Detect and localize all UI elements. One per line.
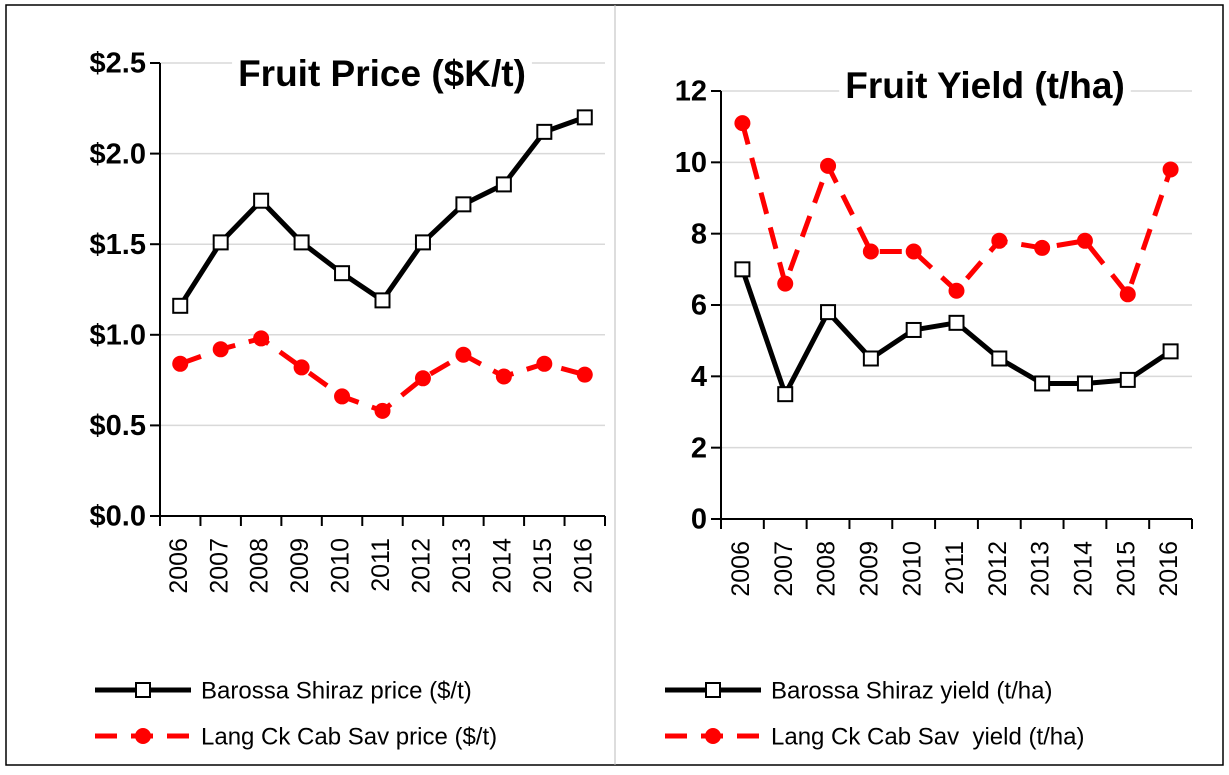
y-tick-label: $1.5: [90, 229, 146, 261]
x-tick-label: 2007: [770, 541, 798, 597]
legend-label: Barossa Shiraz price ($/t): [201, 677, 472, 704]
title-background: [839, 64, 1131, 106]
legend-label: Barossa Shiraz yield (t/ha): [771, 677, 1052, 704]
marker: [1076, 232, 1093, 249]
y-tick-label: 6: [691, 290, 707, 322]
y-tick-label: 8: [691, 218, 707, 250]
y-tick-label: 2: [691, 432, 707, 464]
marker: [905, 243, 922, 260]
marker: [293, 234, 310, 251]
marker: [455, 196, 472, 213]
chart-title: Fruit Price ($K/t): [238, 53, 526, 94]
marker: [576, 366, 593, 383]
marker: [991, 350, 1008, 367]
x-tick-label: 2006: [727, 541, 755, 597]
x-tick-label: 2010: [898, 541, 926, 597]
x-tick-label: 2011: [941, 541, 969, 595]
chart-title: Fruit Yield (t/ha): [845, 65, 1125, 106]
marker: [1076, 375, 1093, 392]
marker: [374, 292, 391, 309]
marker: [212, 234, 229, 251]
marker: [293, 359, 310, 376]
marker: [495, 368, 512, 385]
marker: [820, 157, 837, 174]
marker: [991, 232, 1008, 249]
marker: [1162, 343, 1179, 360]
x-tick-label: 2013: [1027, 541, 1055, 597]
x-tick-label: 2008: [246, 538, 274, 594]
legend-marker: [705, 682, 721, 698]
y-tick-label: 4: [691, 361, 707, 393]
x-tick-label: 2009: [855, 541, 883, 597]
x-tick-label: 2007: [205, 538, 233, 594]
marker: [777, 275, 794, 292]
title-background: [232, 52, 532, 94]
y-tick-label: $1.0: [90, 319, 146, 351]
marker: [172, 297, 189, 314]
marker: [1034, 239, 1051, 256]
x-tick-label: 2015: [529, 538, 557, 594]
series-line: [739, 122, 1173, 297]
marker: [1119, 286, 1136, 303]
legend-marker: [705, 728, 721, 744]
legend-label: Lang Ck Cab Sav yield (t/ha): [771, 723, 1085, 750]
x-tick-label: 2006: [165, 538, 193, 594]
x-tick-label: 2016: [1155, 541, 1183, 597]
y-tick-label: 0: [691, 504, 707, 536]
marker: [334, 265, 351, 282]
marker: [536, 355, 553, 372]
marker: [820, 304, 837, 321]
marker: [536, 123, 553, 140]
y-tick-label: 10: [675, 147, 707, 179]
y-tick-label: $2.0: [90, 138, 146, 170]
series-line: [178, 115, 586, 308]
y-tick-label: $0.5: [90, 410, 146, 442]
marker: [495, 176, 512, 193]
x-tick-label: 2008: [813, 541, 841, 597]
marker: [1119, 371, 1136, 388]
x-tick-label: 2014: [488, 538, 516, 594]
marker: [734, 115, 751, 132]
marker: [455, 346, 472, 363]
marker: [172, 355, 189, 372]
y-tick-label: 12: [675, 76, 707, 108]
marker: [414, 234, 431, 251]
x-tick-label: 2014: [1070, 541, 1098, 597]
marker: [734, 261, 751, 278]
marker: [253, 330, 270, 347]
x-tick-label: 2009: [286, 538, 314, 594]
legend-label: Lang Ck Cab Sav price ($/t): [201, 723, 497, 750]
y-tick-label: $0.0: [90, 501, 146, 533]
x-tick-label: 2013: [448, 538, 476, 594]
marker: [948, 282, 965, 299]
marker: [576, 109, 593, 126]
marker: [905, 321, 922, 338]
y-tick-label: $2.5: [90, 48, 146, 80]
marker: [948, 314, 965, 331]
x-tick-label: 2012: [408, 538, 436, 594]
legend-marker: [135, 682, 151, 698]
x-tick-label: 2011: [367, 538, 395, 592]
marker: [862, 243, 879, 260]
x-tick-label: 2015: [1112, 541, 1140, 597]
x-tick-label: 2012: [984, 541, 1012, 597]
marker: [334, 388, 351, 405]
marker: [862, 350, 879, 367]
marker: [212, 341, 229, 358]
marker: [414, 370, 431, 387]
legend-marker: [135, 728, 151, 744]
series-line: [179, 335, 586, 414]
marker: [777, 386, 794, 403]
marker: [374, 402, 391, 419]
marker: [1034, 375, 1051, 392]
x-tick-label: 2010: [327, 538, 355, 594]
marker: [1162, 161, 1179, 178]
marker: [253, 192, 270, 209]
x-tick-label: 2016: [569, 538, 597, 594]
